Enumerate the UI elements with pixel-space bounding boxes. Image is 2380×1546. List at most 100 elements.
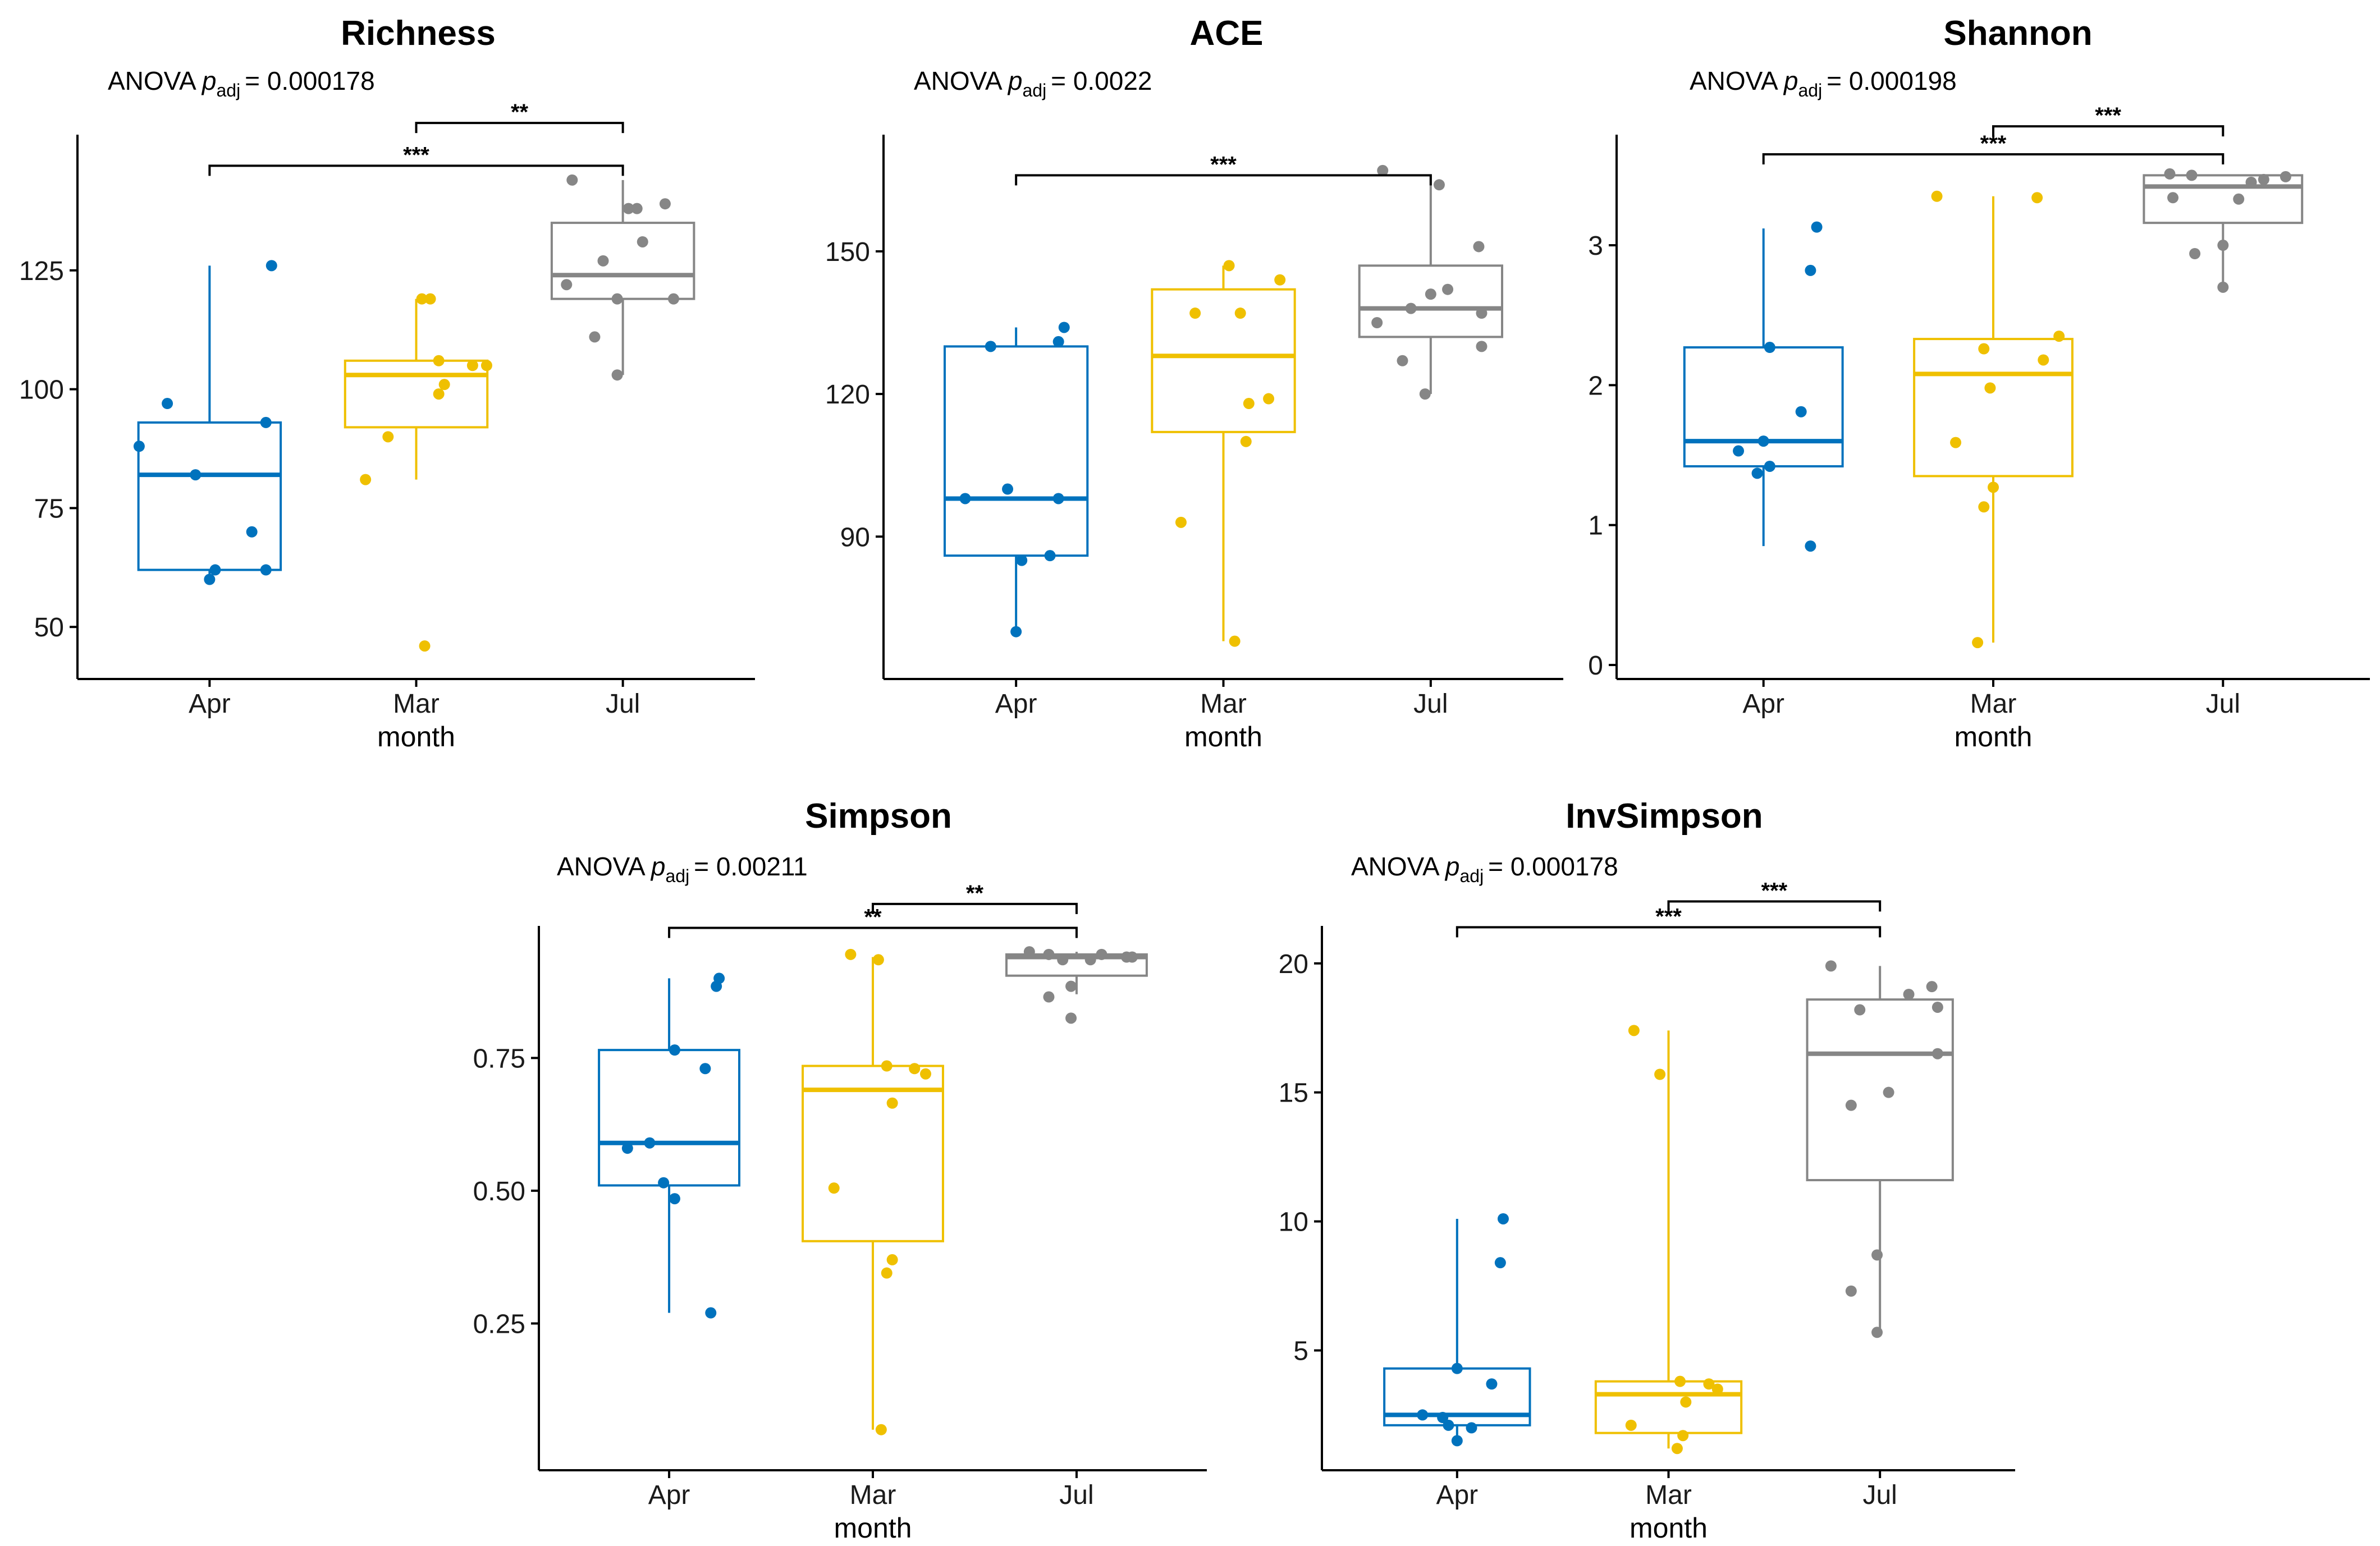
data-point-apr — [699, 1063, 711, 1075]
x-tick-label-jul: Jul — [1413, 689, 1448, 719]
data-point-mar — [382, 431, 394, 443]
data-point-apr — [1795, 406, 1807, 418]
data-point-jul — [637, 236, 648, 247]
y-tick-label: 50 — [34, 613, 64, 643]
data-point-jul — [2245, 176, 2257, 188]
box-iqr — [2143, 174, 2304, 224]
data-point-jul — [611, 369, 623, 381]
data-point-mar — [416, 293, 428, 305]
data-point-apr — [260, 416, 272, 428]
data-point-mar — [433, 355, 445, 366]
x-tick-label-mar: Mar — [850, 1480, 896, 1510]
data-point-jul — [1405, 302, 1417, 314]
data-point-apr — [162, 398, 173, 410]
data-point-apr — [1002, 483, 1014, 495]
anova-p: p — [650, 852, 666, 881]
bracket-line — [1456, 926, 1882, 938]
y-tick-label: 3 — [1588, 231, 1603, 261]
x-tick-label-jul: Jul — [1862, 1480, 1897, 1510]
anova-annotation: ANOVA padj = 0.000198 — [1690, 66, 1957, 100]
x-tick-label-mar: Mar — [1970, 689, 2017, 719]
data-point-mar — [419, 640, 431, 652]
panel-simpson: Simpson ANOVA padj = 0.00211 0.25 0.50 0.75 Ap… — [473, 797, 1207, 1544]
anova-annotation: ANOVA padj = 0.00211 — [557, 852, 808, 886]
data-point-apr — [1417, 1409, 1429, 1421]
data-point-mar — [828, 1182, 840, 1194]
data-point-jul — [2189, 248, 2201, 260]
data-point-mar — [886, 1097, 898, 1109]
anova-value: = 0.0022 — [1051, 66, 1152, 95]
bracket-line — [1015, 174, 1432, 186]
data-point-jul — [2280, 171, 2291, 182]
bracket-line — [1762, 153, 2225, 164]
significance-bracket: *** — [1015, 152, 1432, 186]
data-point-mar — [2053, 331, 2065, 342]
box-iqr — [1913, 338, 2074, 478]
significance-label: *** — [403, 143, 429, 167]
data-point-jul — [1932, 1048, 1943, 1059]
data-point-jul — [1476, 341, 1488, 352]
data-point-apr — [260, 564, 272, 576]
anova-value: = 0.00211 — [694, 852, 808, 881]
panel-ace: ACE ANOVA padj = 0.0022 90 120 150 Apr Mar Jul mo… — [825, 14, 1563, 753]
data-point-jul — [597, 255, 609, 267]
box-mar — [1151, 265, 1296, 641]
data-point-apr — [959, 493, 971, 504]
data-point-apr — [1010, 626, 1022, 637]
data-point-mar — [360, 474, 372, 485]
panel-title: InvSimpson — [1566, 797, 1763, 836]
data-point-mar — [2031, 192, 2043, 204]
anova-label: ANOVA — [108, 66, 202, 95]
panel-title: Richness — [341, 14, 496, 53]
significance-bracket: *** — [1992, 103, 2225, 137]
box-jul — [1806, 966, 1954, 1333]
box-jul — [550, 180, 695, 375]
bracket-line — [872, 902, 1078, 914]
x-tick-label-apr: Apr — [1436, 1480, 1478, 1510]
box-apr — [943, 327, 1089, 632]
data-point-jul — [1371, 317, 1383, 328]
data-point-mar — [1677, 1430, 1689, 1442]
box-iqr — [550, 222, 695, 300]
data-point-mar — [480, 360, 492, 371]
data-point-mar — [1240, 435, 1252, 447]
y-tick-label: 125 — [19, 256, 64, 286]
x-axis-title: month — [1184, 721, 1262, 753]
box-iqr — [344, 359, 489, 429]
data-point-jul — [1845, 1285, 1857, 1297]
anova-p: p — [1783, 66, 1798, 95]
y-tick-label: 90 — [840, 522, 870, 552]
y-tick-label: 75 — [34, 494, 64, 524]
anova-subscript: adj — [1798, 80, 1822, 100]
data-point-mar — [1984, 382, 1996, 394]
data-point-mar — [1671, 1443, 1683, 1455]
data-point-apr — [246, 526, 258, 538]
data-point-mar — [1189, 308, 1201, 319]
box-mar — [1913, 196, 2074, 643]
data-point-jul — [1057, 954, 1069, 966]
y-tick-label: 0.75 — [473, 1044, 525, 1074]
bracket-line — [668, 926, 1078, 938]
data-point-mar — [1274, 274, 1286, 286]
x-tick-label-jul: Jul — [1059, 1480, 1093, 1510]
data-point-mar — [1628, 1025, 1640, 1036]
data-point-jul — [1397, 355, 1408, 366]
box-iqr — [943, 345, 1089, 557]
box-apr — [1383, 1218, 1531, 1441]
box-iqr — [802, 1065, 944, 1242]
data-point-mar — [1703, 1378, 1715, 1390]
data-point-jul — [1043, 991, 1055, 1003]
bracket-line — [208, 164, 624, 176]
data-point-jul — [1126, 951, 1138, 963]
box-iqr — [1005, 953, 1148, 977]
y-tick-label: 10 — [1279, 1208, 1308, 1237]
data-point-apr — [1751, 467, 1763, 479]
box-apr — [598, 978, 740, 1313]
data-point-jul — [659, 198, 671, 210]
box-mar — [344, 299, 489, 480]
x-tick-label-mar: Mar — [393, 689, 440, 719]
data-point-apr — [658, 1177, 670, 1189]
anova-annotation: ANOVA padj = 0.000178 — [1351, 852, 1618, 886]
data-point-mar — [886, 1254, 898, 1265]
box-jul — [1358, 175, 1504, 394]
